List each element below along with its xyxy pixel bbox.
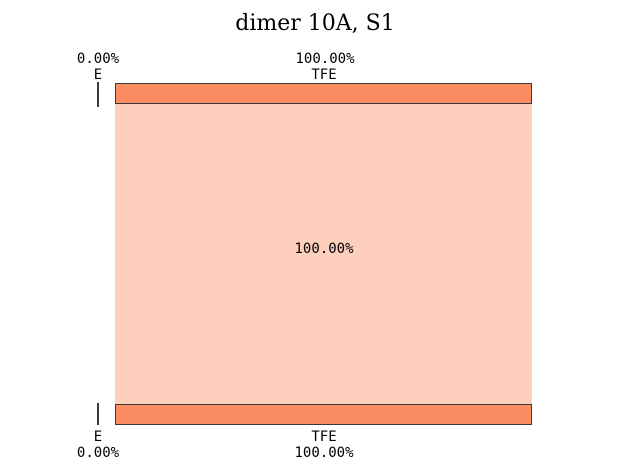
bottom-node-e-percent: 0.00% (76, 445, 120, 461)
top-node-tfe-bar (115, 83, 532, 104)
chart-title: dimer 10A, S1 (235, 11, 395, 36)
bottom-node-tfe-bar (115, 404, 532, 425)
bottom-node-e-label: E (93, 429, 103, 445)
flow-percent-label: 100.00% (294, 241, 354, 257)
bottom-node-e-zero-width-bar (97, 403, 99, 425)
top-node-e-percent: 0.00% (76, 51, 120, 67)
bottom-node-tfe-label: TFE (311, 429, 337, 445)
top-node-e-zero-width-bar (97, 82, 99, 107)
flow-band-tfe-to-tfe (115, 104, 532, 404)
top-node-tfe-percent: 100.00% (295, 51, 355, 67)
top-node-tfe-label: TFE (311, 67, 337, 83)
top-node-e-label: E (93, 67, 103, 83)
bottom-node-tfe-percent: 100.00% (294, 445, 354, 461)
